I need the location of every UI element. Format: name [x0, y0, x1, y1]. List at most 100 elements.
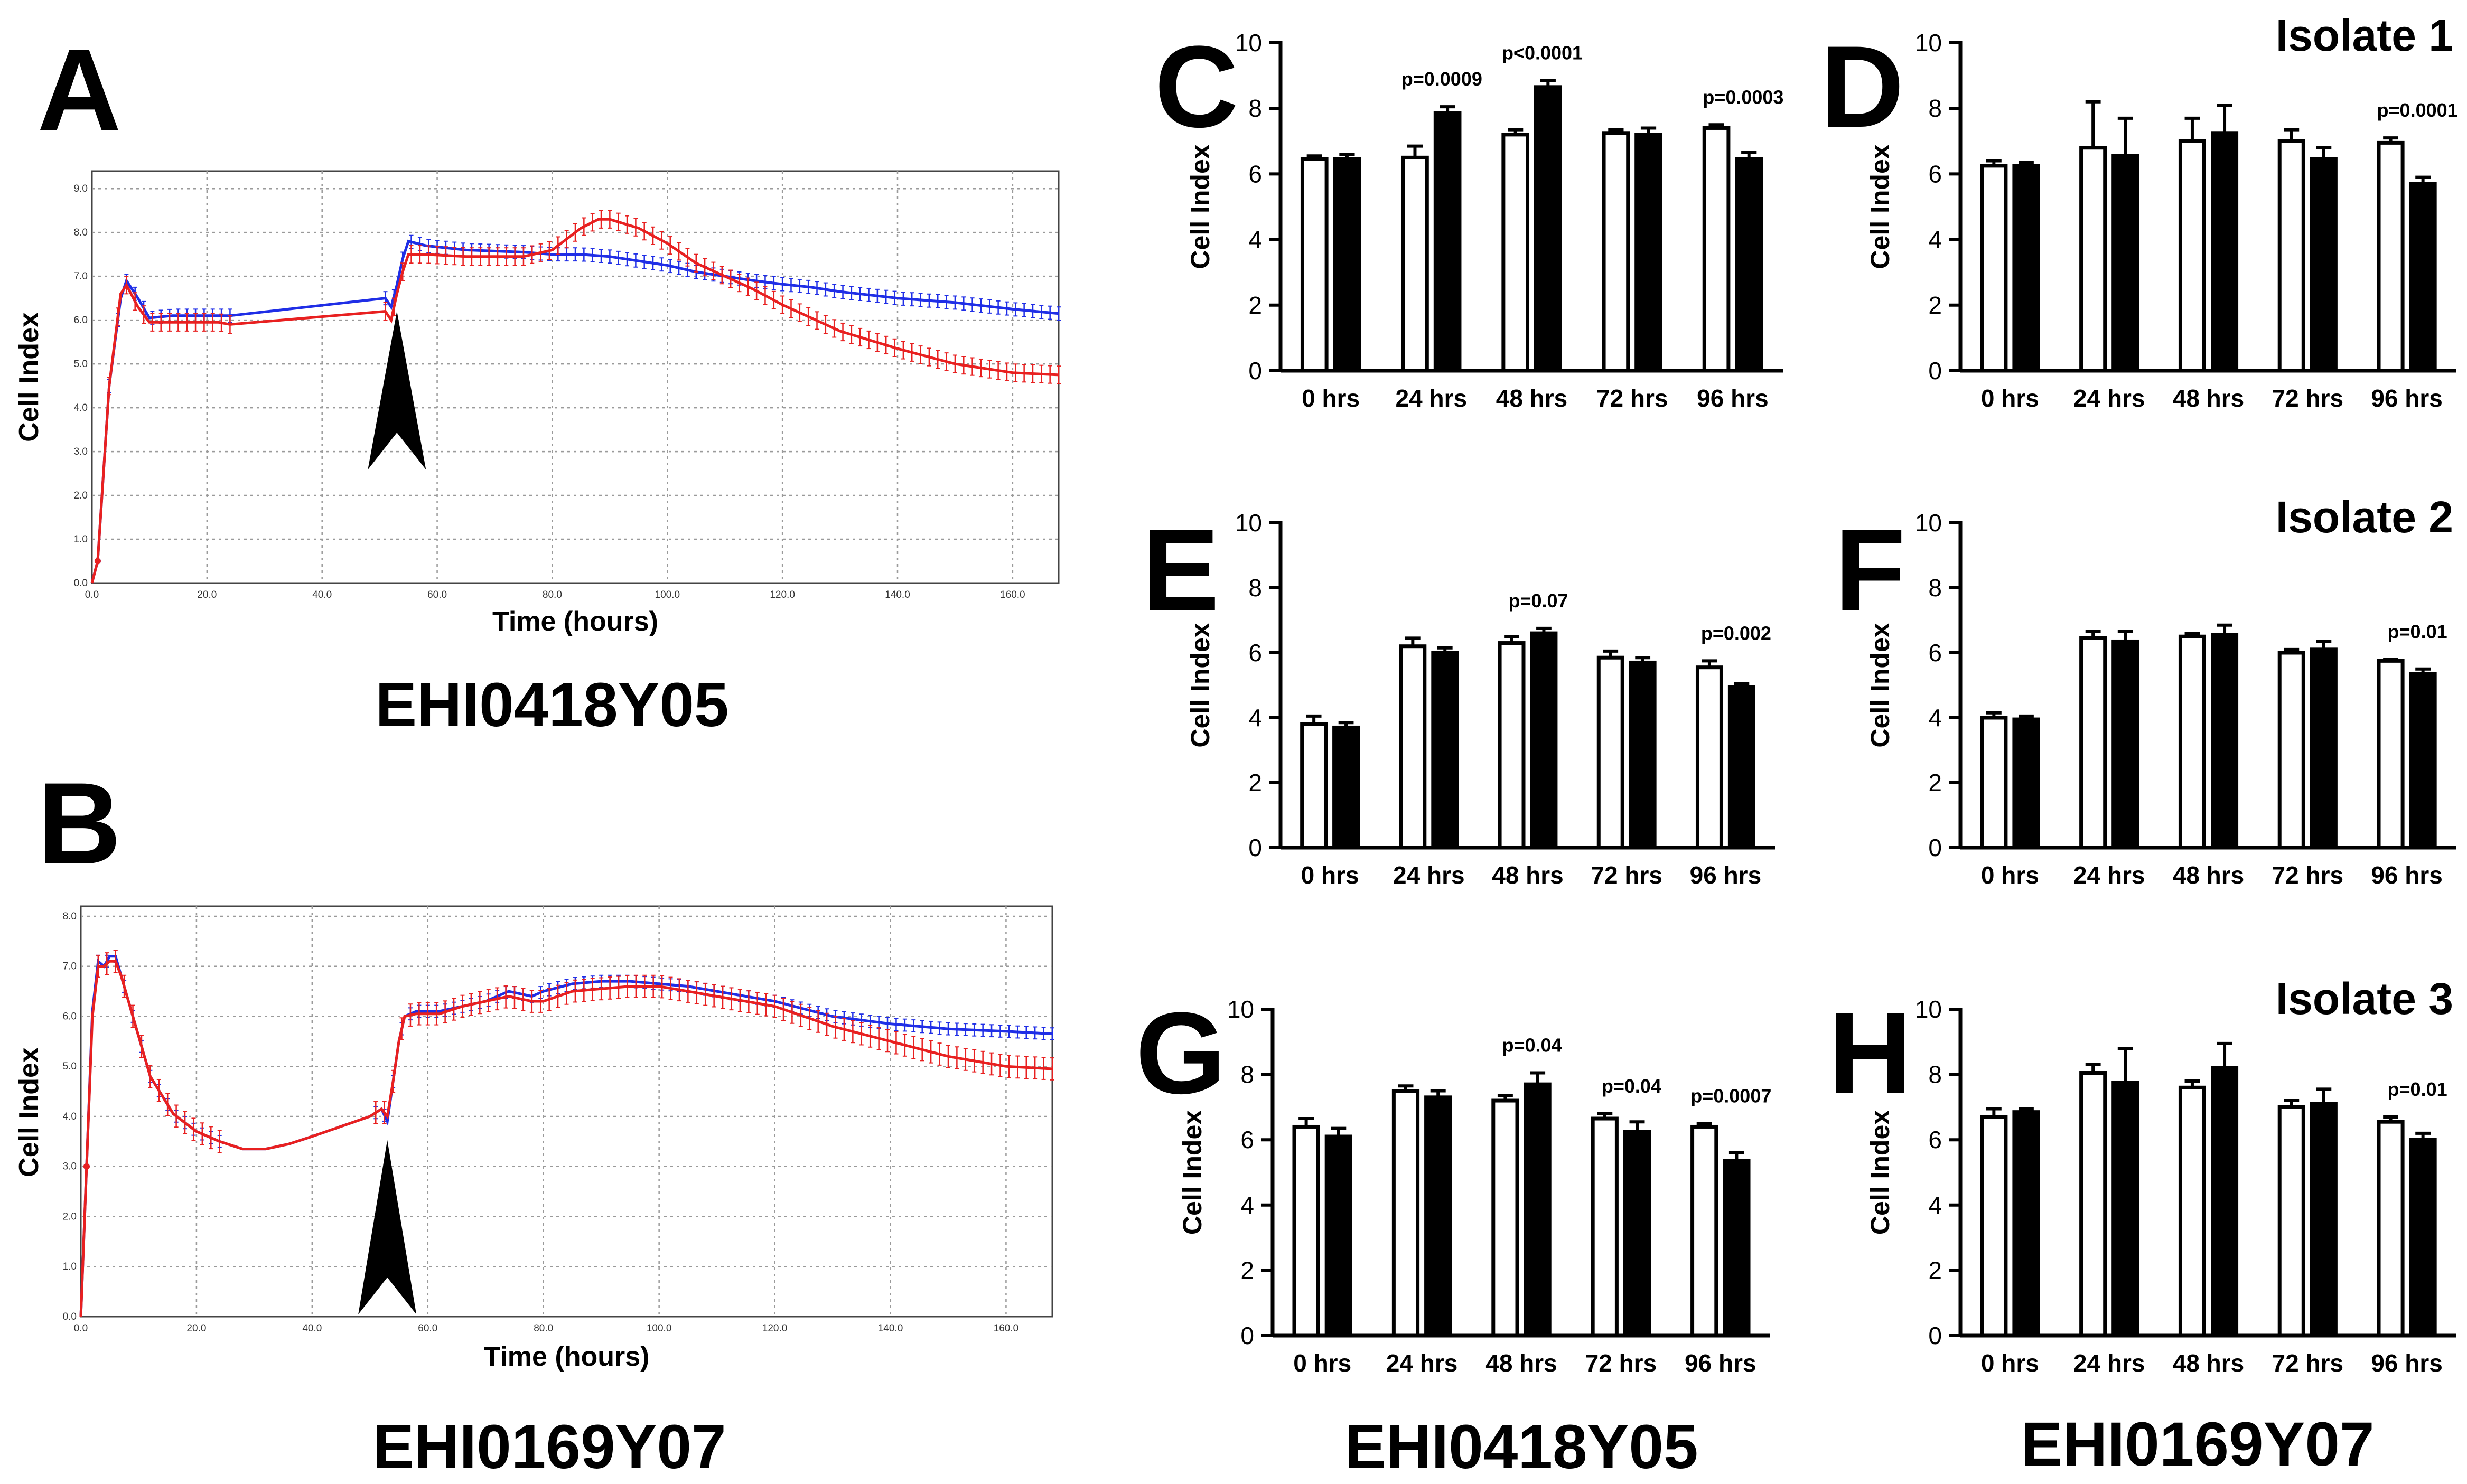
- x-tick-label: 72 hrs: [2272, 1349, 2344, 1377]
- bar: [1629, 660, 1657, 850]
- plot-frame: [80, 905, 1053, 1318]
- y-tick-label: 4: [1248, 226, 1262, 253]
- bar: [2377, 140, 2405, 373]
- caption-mid-bottom: EHI0418Y05: [1344, 1412, 1698, 1482]
- y-tick-label: 6.0: [63, 1011, 77, 1022]
- y-axis-label: Cell Index: [1865, 144, 1895, 269]
- x-tick-label: 160.0: [994, 1323, 1019, 1334]
- bar: [2178, 634, 2207, 850]
- x-tick-label: 48 hrs: [2173, 384, 2245, 412]
- y-tick-label: 0.0: [63, 1311, 77, 1322]
- bar: [1431, 651, 1459, 850]
- x-tick-label: 96 hrs: [1685, 1349, 1756, 1377]
- bar: [2211, 131, 2239, 373]
- x-tick-label: 0 hrs: [1981, 384, 2039, 412]
- y-tick-label: 4: [1248, 704, 1262, 731]
- panel-label-E: E: [1142, 505, 1220, 635]
- x-tick-label: 48 hrs: [1492, 861, 1564, 889]
- x-tick-label: 72 hrs: [2272, 384, 2344, 412]
- bar: [1300, 722, 1328, 850]
- bar-chart-D: D Isolate 1 0 2 4 6 8 10 Cell Index 0 hrs 24 hrs 48…: [1820, 11, 2458, 412]
- panel-label-A: A: [38, 25, 122, 155]
- y-tick-label: 2: [1240, 1256, 1254, 1284]
- bar: [2211, 633, 2239, 850]
- bar: [1424, 1095, 1452, 1338]
- y-tick-label: 2: [1248, 769, 1262, 796]
- x-axis-label: Time (hours): [484, 1341, 650, 1372]
- x-tick-label: 24 hrs: [1386, 1349, 1458, 1377]
- y-tick-label: 1.0: [63, 1261, 77, 1272]
- x-tick-label: 0 hrs: [1302, 384, 1360, 412]
- bar: [1530, 631, 1558, 850]
- y-axis-label: Cell Index: [14, 1047, 44, 1177]
- y-axis-label: Cell Index: [1865, 623, 1895, 747]
- series-treated: [90, 210, 1061, 584]
- bar: [2277, 139, 2305, 373]
- bar: [1596, 655, 1624, 850]
- x-tick-label: 0 hrs: [1293, 1349, 1351, 1377]
- y-tick-label: 4: [1240, 1191, 1254, 1219]
- bar: [2409, 1138, 2437, 1338]
- bar: [1980, 716, 2008, 850]
- x-tick-label: 96 hrs: [2371, 861, 2443, 889]
- y-tick-label: 7.0: [63, 961, 77, 972]
- p-value-annotation: p=0.04: [1602, 1075, 1661, 1097]
- x-tick-label: 72 hrs: [2272, 861, 2344, 889]
- x-axis-label: Time (hours): [492, 606, 658, 637]
- bar: [2277, 651, 2305, 850]
- p-value-annotation: p=0.0001: [2377, 99, 2458, 121]
- y-tick-label: 10: [1227, 995, 1254, 1023]
- y-tick-label: 6: [1248, 160, 1262, 187]
- bar: [2377, 1120, 2405, 1338]
- x-tick-label: 0 hrs: [1301, 861, 1359, 889]
- panel-label-C: C: [1155, 22, 1239, 152]
- y-tick-label: 2: [1928, 292, 1942, 319]
- bar-chart-C: C 0 2 4 6 8 10 Cell Index 0 hrs 24 hrs p=0.0009 48 …: [1155, 22, 1784, 412]
- caption-left-top: EHI0418Y05: [375, 670, 728, 740]
- x-tick-label: 80.0: [543, 589, 562, 600]
- y-tick-label: 7.0: [74, 271, 88, 282]
- bar: [1292, 1124, 1320, 1338]
- bar: [1524, 1082, 1552, 1338]
- y-tick-label: 4: [1928, 1191, 1942, 1219]
- y-tick-label: 4.0: [74, 402, 88, 414]
- panel-label-F: F: [1835, 505, 1905, 635]
- bar: [1980, 1115, 2008, 1338]
- bar: [1690, 1124, 1718, 1338]
- bar: [1332, 725, 1360, 850]
- series-line: [90, 218, 1059, 584]
- bar: [1723, 1159, 1751, 1338]
- y-tick-label: 6: [1928, 160, 1942, 187]
- caption-right-bottom: EHI0169Y07: [2021, 1410, 2374, 1479]
- p-value-annotation: p=0.0007: [1690, 1085, 1771, 1106]
- x-tick-label: 24 hrs: [2073, 861, 2145, 889]
- bar: [1634, 133, 1662, 373]
- y-tick-label: 4.0: [63, 1111, 77, 1122]
- series-treated: [79, 950, 1054, 1317]
- x-tick-label: 0.0: [74, 1323, 88, 1334]
- y-tick-label: 5.0: [63, 1061, 77, 1072]
- y-tick-label: 2.0: [63, 1211, 77, 1222]
- y-tick-label: 0: [1928, 1322, 1942, 1349]
- y-tick-label: 0: [1248, 357, 1262, 384]
- x-tick-label: 40.0: [312, 589, 332, 600]
- panel-label-B: B: [38, 758, 122, 888]
- y-tick-label: 8: [1248, 95, 1262, 122]
- bar: [1695, 665, 1723, 850]
- p-value-annotation: p<0.0001: [1502, 42, 1583, 63]
- x-tick-label: 60.0: [427, 589, 447, 600]
- y-tick-label: 2: [1928, 1256, 1942, 1284]
- bar: [1433, 111, 1462, 373]
- y-tick-label: 2.0: [74, 490, 88, 501]
- y-tick-label: 8: [1240, 1061, 1254, 1088]
- bar-chart-E: E 0 2 4 6 8 10 Cell Index 0 hrs 24 hrs 48 hrs p=0.0…: [1142, 505, 1775, 889]
- bar-chart-H: H Isolate 3 0 2 4 6 8 10 Cell Index 0 hrs 24 hrs 48…: [1828, 974, 2456, 1377]
- bar: [2178, 139, 2207, 373]
- y-tick-label: 6: [1248, 639, 1262, 666]
- bar: [2111, 639, 2139, 850]
- p-value-annotation: p=0.0003: [1703, 86, 1783, 108]
- bar: [2377, 659, 2405, 850]
- bar: [1735, 157, 1763, 373]
- y-tick-label: 0: [1248, 834, 1262, 861]
- y-tick-label: 8: [1928, 574, 1942, 602]
